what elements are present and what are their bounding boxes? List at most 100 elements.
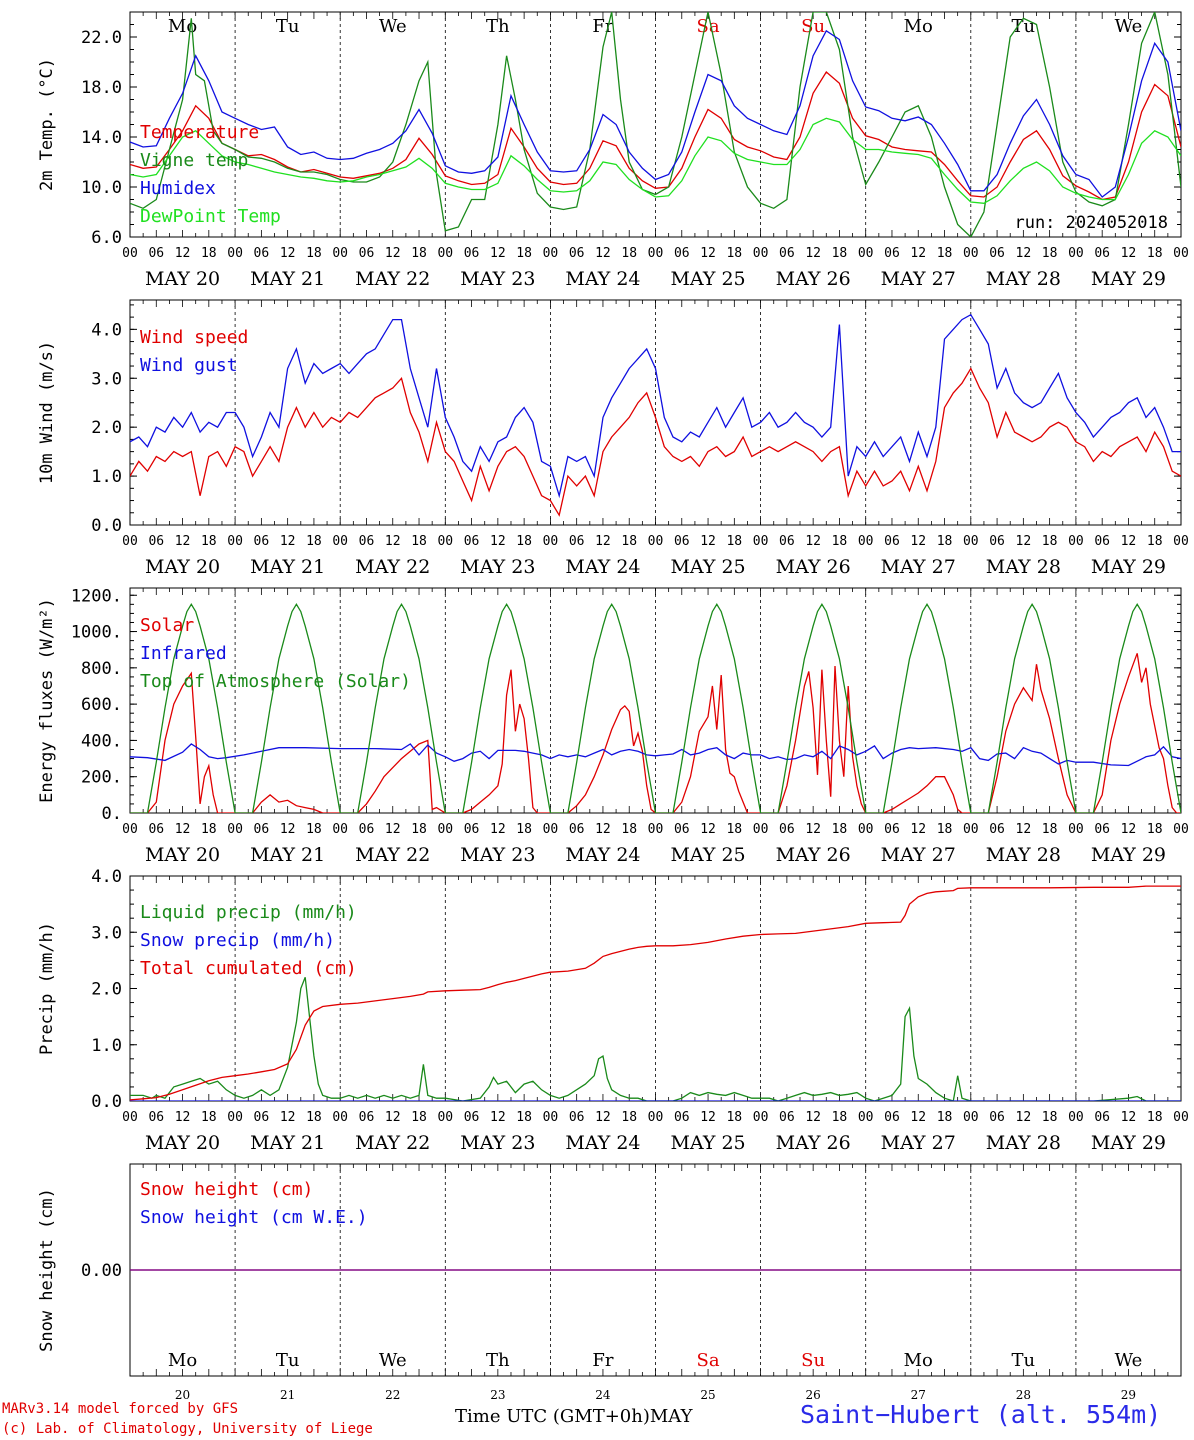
hour-tick-label: 06 xyxy=(674,246,690,261)
weekday-label: Su xyxy=(801,16,825,37)
hour-tick-label: 18 xyxy=(201,534,217,549)
hour-tick-label: 18 xyxy=(1147,822,1163,837)
y-axis-title: 10m Wind (m/s) xyxy=(37,341,57,484)
legend-entry: Snow height (cm W.E.) xyxy=(140,1207,368,1228)
hour-tick-label: 18 xyxy=(411,534,427,549)
legend-entry: Snow precip (mm/h) xyxy=(140,930,335,951)
day-number-label: 20 xyxy=(175,1388,190,1402)
hour-tick-label: 18 xyxy=(832,534,848,549)
hour-tick-label: 12 xyxy=(1016,246,1032,261)
hour-tick-label: 18 xyxy=(937,1110,953,1125)
weekday-label: Mo xyxy=(904,16,933,37)
hour-tick-label: 06 xyxy=(989,246,1005,261)
y-tick-label: 4.0 xyxy=(91,867,122,887)
hour-tick-label: 00 xyxy=(648,822,664,837)
date-label: MAY 27 xyxy=(881,556,956,578)
hour-tick-label: 18 xyxy=(306,534,322,549)
y-tick-label: 0.0 xyxy=(91,516,122,536)
hour-tick-label: 06 xyxy=(148,246,164,261)
hour-tick-label: 06 xyxy=(884,822,900,837)
hour-tick-label: 06 xyxy=(464,246,480,261)
date-label: MAY 21 xyxy=(250,268,325,290)
hour-tick-label: 12 xyxy=(910,822,926,837)
date-label: MAY 24 xyxy=(565,556,640,578)
hour-tick-label: 00 xyxy=(543,246,559,261)
day-number-label: 23 xyxy=(490,1388,505,1402)
y-tick-label: 800. xyxy=(81,659,122,679)
hour-tick-label: 06 xyxy=(674,534,690,549)
date-label: MAY 27 xyxy=(881,844,956,866)
hour-tick-label: 06 xyxy=(254,246,270,261)
hour-tick-label: 00 xyxy=(1173,1110,1189,1125)
hour-tick-label: 18 xyxy=(201,822,217,837)
hour-tick-label: 12 xyxy=(700,1110,716,1125)
hour-tick-label: 06 xyxy=(359,1110,375,1125)
hour-tick-label: 12 xyxy=(1121,822,1137,837)
hour-tick-label: 12 xyxy=(910,1110,926,1125)
hour-tick-label: 06 xyxy=(884,534,900,549)
hour-tick-label: 00 xyxy=(753,246,769,261)
date-label: MAY 23 xyxy=(460,1132,535,1154)
hour-tick-label: 18 xyxy=(726,246,742,261)
hour-tick-label: 18 xyxy=(306,246,322,261)
weekday-label: Su xyxy=(801,1350,825,1371)
hour-tick-label: 12 xyxy=(385,822,401,837)
hour-tick-label: 18 xyxy=(621,822,637,837)
hour-tick-label: 06 xyxy=(148,1110,164,1125)
date-label: MAY 26 xyxy=(776,556,851,578)
weekday-label: Th xyxy=(486,1350,510,1371)
weekday-label: We xyxy=(1115,1350,1143,1371)
weekday-label: Fr xyxy=(592,16,613,37)
series-line-top-of-atmosphere-solar- xyxy=(130,603,1181,813)
date-label: MAY 22 xyxy=(355,1132,430,1154)
hour-tick-label: 00 xyxy=(332,1110,348,1125)
date-label: MAY 25 xyxy=(670,1132,745,1154)
date-label: MAY 28 xyxy=(986,1132,1061,1154)
y-tick-label: 3.0 xyxy=(91,923,122,943)
hour-tick-label: 18 xyxy=(621,534,637,549)
hour-tick-label: 00 xyxy=(858,822,874,837)
hour-tick-label: 12 xyxy=(1121,246,1137,261)
hour-tick-label: 00 xyxy=(963,246,979,261)
series-line-temperature xyxy=(130,71,1181,201)
hour-tick-label: 06 xyxy=(359,822,375,837)
credit-model: MARv3.14 model forced by GFS xyxy=(2,1401,239,1417)
hour-tick-label: 12 xyxy=(805,246,821,261)
hour-tick-label: 12 xyxy=(805,534,821,549)
hour-tick-label: 12 xyxy=(175,246,191,261)
weekday-label: Tu xyxy=(276,1350,300,1371)
date-label: MAY 22 xyxy=(355,844,430,866)
hour-tick-label: 06 xyxy=(1094,246,1110,261)
hour-tick-label: 06 xyxy=(359,246,375,261)
hour-tick-label: 12 xyxy=(1121,534,1137,549)
hour-tick-label: 18 xyxy=(1042,246,1058,261)
station-name: Saint−Hubert (alt. 554m) xyxy=(800,1400,1162,1429)
hour-tick-label: 00 xyxy=(1068,1110,1084,1125)
hour-tick-label: 00 xyxy=(332,822,348,837)
hour-tick-label: 00 xyxy=(753,1110,769,1125)
plot-frame xyxy=(129,587,1182,814)
legend-entry: DewPoint Temp xyxy=(140,206,281,227)
hour-tick-label: 06 xyxy=(884,246,900,261)
date-label: MAY 28 xyxy=(986,556,1061,578)
run-label: run: 2024052018 xyxy=(1014,213,1168,233)
series-line-total-cumulated-cm- xyxy=(130,885,1181,1101)
hour-tick-label: 00 xyxy=(1068,534,1084,549)
hour-tick-label: 06 xyxy=(254,1110,270,1125)
hour-tick-label: 06 xyxy=(779,822,795,837)
hour-tick-label: 18 xyxy=(201,246,217,261)
hour-tick-label: 06 xyxy=(569,822,585,837)
weekday-label: Tu xyxy=(1012,1350,1036,1371)
date-label: MAY 25 xyxy=(670,556,745,578)
hour-tick-label: 18 xyxy=(306,822,322,837)
hour-tick-label: 00 xyxy=(753,534,769,549)
legend-entry: Vigne temp xyxy=(140,150,248,171)
hour-tick-label: 06 xyxy=(989,822,1005,837)
hour-tick-label: 12 xyxy=(700,246,716,261)
weekday-label: Th xyxy=(486,16,510,37)
hour-tick-label: 00 xyxy=(1173,534,1189,549)
y-tick-label: 22.0 xyxy=(81,28,122,48)
date-label: MAY 21 xyxy=(250,1132,325,1154)
panel-4: 0.0 1.0 2.0 3.0 4.0 Precip (mm/h) 00 06 12 18 00 06… xyxy=(37,867,1189,1154)
y-axis-title: Energy fluxes (W/m²) xyxy=(37,598,57,803)
